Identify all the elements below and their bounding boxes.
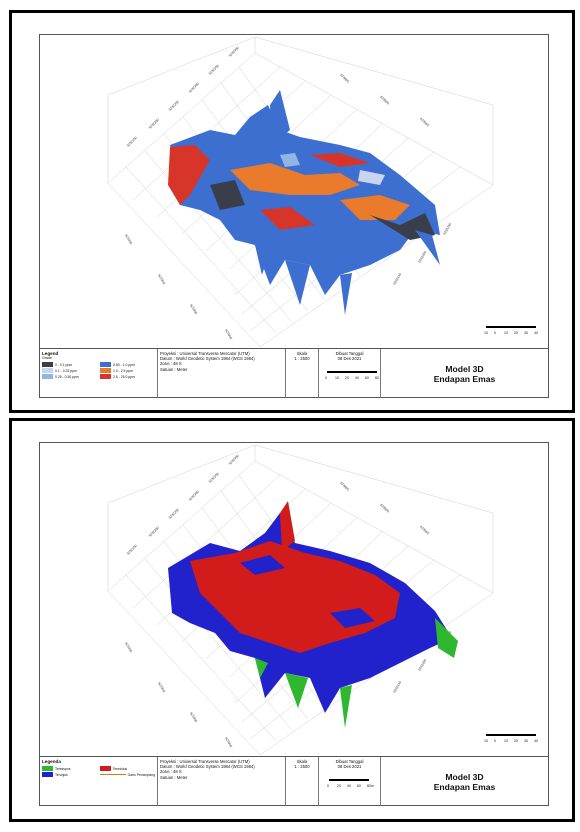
sheet-scale-ticks: 0 10 20 40 60 80 (325, 376, 379, 380)
map-sheet: 9232400 9232350 9232300 9232250 9232200 … (39, 34, 549, 398)
legend-item: 0.50 - 1.0 ppm (100, 362, 155, 368)
svg-text:9232400: 9232400 (228, 46, 240, 58)
grade-block-model: 9232400 9232350 9232300 9232250 9232200 … (107, 36, 494, 348)
svg-text:9232150: 9232150 (392, 272, 402, 285)
map-scale-ticks: 10 0 10 20 30 40 (484, 331, 538, 335)
date-value: 08 Des 2021 (337, 764, 362, 770)
date-label: Dibuat Tanggal (335, 759, 364, 764)
title-block: Legend Grade 0 - 0.1 ppm 0.50 - 1.0 ppm … (40, 348, 548, 398)
legend-item: 0.25 - 0.50 ppm (42, 374, 97, 380)
date-info: Dibuat Tanggal 08 Des 2021 0 20 40 60 80m (319, 757, 381, 806)
zone-text: Zone : 48 S (160, 769, 182, 775)
legend: Legend Grade 0 - 0.1 ppm 0.50 - 1.0 ppm … (40, 349, 158, 398)
legend-subtitle: Grade (42, 356, 52, 361)
svg-text:623250: 623250 (124, 234, 133, 246)
date-info: Dibuat Tanggal 08 Des 2021 0 10 20 40 60 80 (319, 349, 381, 398)
svg-text:623400: 623400 (224, 329, 233, 341)
svg-text:9232250: 9232250 (442, 222, 452, 235)
legend-item: 0.1 - 0.25 ppm (42, 368, 97, 374)
svg-text:9232350: 9232350 (208, 64, 220, 76)
unit-text: Satuan : Meter (160, 366, 188, 372)
scale-value: 1 : 2500 (294, 356, 310, 362)
model-3d-view: 9232400 9232350 9232300 9232250 9232200 … (40, 443, 548, 756)
map-panel-grade: 9232400 9232350 9232300 9232250 9232200 … (9, 10, 575, 413)
svg-text:623250: 623250 (124, 642, 133, 654)
map-scale-ticks: 10 0 10 20 30 40 (484, 739, 538, 743)
svg-text:623550: 623550 (419, 525, 430, 536)
zone-text: Zone : 48 S (160, 361, 182, 367)
svg-text:623450: 623450 (339, 481, 350, 492)
map-panel-classification: 9232400 9232350 9232300 9232250 9232200 … (9, 418, 575, 822)
map-scale-bar (486, 734, 536, 736)
axis-labels: 9232400 9232350 9232300 9232250 9232200 … (124, 46, 452, 340)
scale-label: Skala (296, 351, 308, 356)
svg-text:623300: 623300 (157, 274, 166, 286)
svg-text:623550: 623550 (419, 117, 430, 128)
date-value: 08 Des 2021 (337, 356, 362, 362)
svg-text:9232300: 9232300 (188, 490, 200, 502)
map-title: Model 3D Endapan Emas (381, 349, 548, 398)
svg-text:9232300: 9232300 (188, 82, 200, 94)
model-3d-view: 9232400 9232350 9232300 9232250 9232200 … (40, 35, 548, 348)
ore-body (168, 90, 440, 315)
sheet-scale-bar (327, 371, 377, 373)
scale-label: Skala (296, 759, 308, 764)
datum-text: Datum : World Geodetic System 1984 (WGS … (160, 764, 255, 770)
ore-body (168, 501, 458, 728)
svg-text:9232200: 9232200 (417, 658, 427, 671)
title-line-2: Endapan Emas (433, 373, 496, 384)
legend-title: Legend (42, 351, 59, 356)
svg-text:9232200: 9232200 (148, 118, 160, 130)
svg-text:9232150: 9232150 (392, 680, 402, 693)
legend-item: Terunjuk (42, 772, 97, 778)
map-sheet: 9232400 9232350 9232300 9232250 9232200 … (39, 442, 549, 806)
datum-text: Datum : World Geodetic System 1984 (WGS … (160, 356, 255, 362)
unit-text: Satuan : Meter (160, 774, 188, 780)
svg-text:9232200: 9232200 (148, 526, 160, 538)
svg-text:623350: 623350 (189, 712, 198, 724)
sheet-scale-bar (329, 779, 369, 781)
legend: Legenda Terekspos Tereduksi Terunjuk Gar… (40, 757, 158, 806)
svg-text:9232400: 9232400 (228, 454, 240, 466)
svg-text:623500: 623500 (379, 503, 390, 514)
svg-text:623500: 623500 (379, 95, 390, 106)
resource-class-model: 9232400 9232350 9232300 9232250 9232200 … (107, 444, 494, 756)
svg-text:9232250: 9232250 (168, 508, 180, 520)
svg-text:623450: 623450 (339, 73, 350, 84)
scale-info: Skala 1 : 2500 (286, 757, 319, 806)
title-block: Legenda Terekspos Tereduksi Terunjuk Gar… (40, 756, 548, 806)
map-scale-bar (486, 326, 536, 328)
projection-info: Proyeksi : Universal Transverse Mercator… (158, 757, 286, 806)
scale-info: Skala 1 : 2500 (286, 349, 319, 398)
legend-item: 1.0 - 2.5 ppm (100, 368, 155, 374)
legend-item: 0 - 0.1 ppm (42, 362, 97, 368)
svg-text:9232150: 9232150 (126, 544, 138, 556)
legend-item: 2.5 - 25.0 ppm (100, 374, 155, 380)
legend-item: Tereduksi (99, 766, 155, 772)
svg-text:623300: 623300 (157, 682, 166, 694)
svg-text:9232250: 9232250 (168, 100, 180, 112)
projection-text: Proyeksi : Universal Transverse Mercator… (160, 351, 250, 356)
projection-text: Proyeksi : Universal Transverse Mercator… (160, 759, 250, 764)
sheet-scale-ticks: 0 20 40 60 80m (327, 784, 374, 788)
legend-item: Terekspos (42, 766, 97, 772)
legend-title: Legenda (42, 759, 61, 764)
title-line-2: Endapan Emas (433, 781, 496, 792)
map-title: Model 3D Endapan Emas (381, 757, 548, 806)
title-line-1: Model 3D (445, 771, 484, 782)
svg-text:9232150: 9232150 (126, 136, 138, 148)
svg-text:9232350: 9232350 (208, 472, 220, 484)
svg-text:623400: 623400 (224, 737, 233, 749)
legend-item: Garis Penampang (99, 772, 155, 777)
scale-value: 1 : 2500 (294, 764, 310, 770)
title-line-1: Model 3D (445, 363, 484, 374)
svg-text:9232200: 9232200 (417, 250, 427, 263)
svg-text:623350: 623350 (189, 304, 198, 316)
projection-info: Proyeksi : Universal Transverse Mercator… (158, 349, 286, 398)
date-label: Dibuat Tanggal (335, 351, 364, 356)
